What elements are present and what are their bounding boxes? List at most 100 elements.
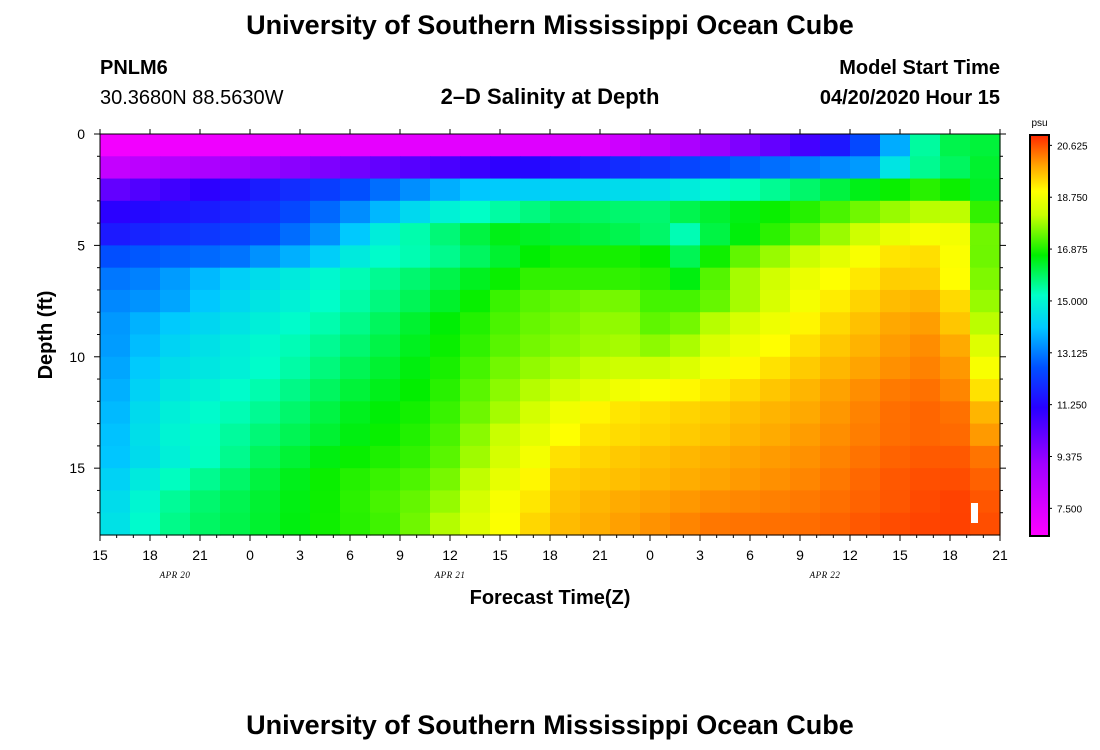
heatmap-cell bbox=[760, 512, 791, 536]
heatmap-cell bbox=[550, 289, 581, 313]
y-tick-label: 0 bbox=[77, 126, 85, 142]
heatmap-cell bbox=[430, 468, 461, 492]
heatmap-cell bbox=[730, 289, 761, 313]
heatmap-cell bbox=[610, 356, 641, 380]
heatmap-cell bbox=[850, 223, 881, 246]
heatmap-cell bbox=[370, 200, 401, 224]
heatmap-cell bbox=[250, 178, 281, 202]
colorbar-label: 16.875 bbox=[1057, 245, 1088, 256]
y-tick-label: 5 bbox=[77, 237, 85, 253]
heatmap-cell bbox=[970, 423, 1001, 447]
station-id: PNLM6 bbox=[100, 57, 168, 79]
heatmap-cell bbox=[460, 134, 491, 157]
heatmap-cell bbox=[520, 401, 551, 425]
heatmap-cell bbox=[760, 223, 791, 246]
heatmap-cell bbox=[370, 379, 401, 402]
heatmap-cell bbox=[520, 245, 551, 269]
heatmap-cell bbox=[220, 156, 251, 180]
heatmap-cell bbox=[490, 156, 521, 180]
heatmap-cell bbox=[790, 334, 821, 358]
heatmap-cell bbox=[460, 312, 491, 336]
heatmap-cell bbox=[610, 178, 641, 202]
heatmap-cell bbox=[760, 356, 791, 380]
x-tick-label: 3 bbox=[696, 547, 704, 563]
heatmap-cell bbox=[190, 289, 221, 313]
heatmap-cell bbox=[460, 178, 491, 202]
heatmap-cell bbox=[580, 267, 611, 291]
heatmap-cell bbox=[760, 200, 791, 224]
heatmap-cell bbox=[640, 223, 671, 246]
heatmap-cell bbox=[160, 356, 191, 380]
heatmap-cell bbox=[640, 178, 671, 202]
heatmap-cell bbox=[160, 468, 191, 492]
heatmap-cell bbox=[790, 134, 821, 157]
heatmap-cell bbox=[370, 178, 401, 202]
heatmap-cell bbox=[190, 379, 221, 402]
heatmap-cell bbox=[730, 267, 761, 291]
heatmap-cell bbox=[580, 200, 611, 224]
colorbar-label: 7.500 bbox=[1057, 504, 1082, 515]
heatmap-cell bbox=[640, 445, 671, 469]
heatmap-cell bbox=[640, 379, 671, 402]
heatmap-cell bbox=[220, 312, 251, 336]
heatmap-cell bbox=[820, 289, 851, 313]
y-tick-label: 10 bbox=[69, 349, 85, 365]
heatmap-cell bbox=[550, 267, 581, 291]
x-tick-label: 6 bbox=[746, 547, 754, 563]
heatmap-cell bbox=[160, 245, 191, 269]
heatmap-cell bbox=[220, 512, 251, 536]
heatmap-cell bbox=[310, 334, 341, 358]
heatmap-cell bbox=[160, 445, 191, 469]
heatmap-cell bbox=[970, 401, 1001, 425]
heatmap-cell bbox=[280, 445, 311, 469]
heatmap-cell bbox=[730, 512, 761, 536]
heatmap-cell bbox=[190, 401, 221, 425]
heatmap-cell bbox=[520, 468, 551, 492]
heatmap-cell bbox=[940, 134, 971, 157]
heatmap-cell bbox=[400, 356, 431, 380]
heatmap-cell bbox=[250, 334, 281, 358]
heatmap-cell bbox=[100, 267, 131, 291]
heatmap-cell bbox=[880, 468, 911, 492]
heatmap-cell bbox=[670, 245, 701, 269]
date-label: APR 21 bbox=[434, 570, 466, 580]
heatmap-cell bbox=[760, 289, 791, 313]
heatmap-cell bbox=[340, 401, 371, 425]
heatmap-cell bbox=[250, 267, 281, 291]
heatmap-cell bbox=[910, 445, 941, 469]
heatmap-cell bbox=[130, 267, 161, 291]
heatmap-cell bbox=[730, 156, 761, 180]
heatmap-cell bbox=[550, 312, 581, 336]
heatmap-cell bbox=[520, 134, 551, 157]
heatmap-cell bbox=[880, 134, 911, 157]
heatmap-cell bbox=[700, 156, 731, 180]
heatmap-cell bbox=[220, 490, 251, 514]
heatmap-cell bbox=[400, 267, 431, 291]
heatmap-cell bbox=[160, 401, 191, 425]
heatmap-cell bbox=[130, 178, 161, 202]
heatmap-cell bbox=[250, 134, 281, 157]
heatmap-cell bbox=[670, 512, 701, 536]
heatmap-cell bbox=[190, 445, 221, 469]
heatmap-cell bbox=[370, 334, 401, 358]
heatmap-cell bbox=[850, 512, 881, 536]
heatmap-cell bbox=[160, 178, 191, 202]
heatmap-cell bbox=[490, 289, 521, 313]
heatmap-cell bbox=[610, 401, 641, 425]
heatmap-cell bbox=[640, 312, 671, 336]
x-tick-label: 21 bbox=[192, 547, 208, 563]
heatmap-cell bbox=[220, 289, 251, 313]
heatmap-cell bbox=[550, 178, 581, 202]
heatmap-cell bbox=[670, 312, 701, 336]
heatmap-cell bbox=[100, 223, 131, 246]
x-tick-label: 21 bbox=[592, 547, 608, 563]
heatmap-cell bbox=[400, 245, 431, 269]
heatmap-cell bbox=[820, 223, 851, 246]
heatmap-cell bbox=[160, 267, 191, 291]
heatmap-cell bbox=[730, 178, 761, 202]
heatmap-cell bbox=[610, 223, 641, 246]
heatmap-cell bbox=[340, 267, 371, 291]
heatmap-cell bbox=[970, 134, 1001, 157]
heatmap-cell bbox=[820, 423, 851, 447]
x-axis-label: Forecast Time(Z) bbox=[470, 587, 631, 609]
